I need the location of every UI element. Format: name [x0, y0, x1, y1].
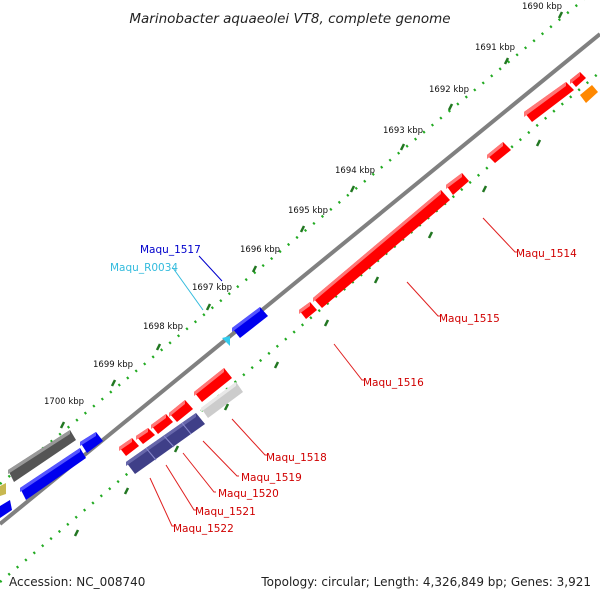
tick-label: 1700 kbp — [44, 397, 84, 407]
forward-genes — [119, 72, 598, 474]
gene-maqu-1514-top — [524, 82, 566, 117]
gene-maqu-1516[interactable] — [299, 302, 317, 319]
gene-arrow[interactable] — [119, 438, 139, 456]
tick-label: 1692 kbp — [429, 85, 469, 95]
leader-lines — [149, 217, 517, 527]
tick-label: 1694 kbp — [335, 166, 375, 176]
reverse-genes — [0, 307, 268, 518]
label-maqu-1521[interactable]: Maqu_1521 — [195, 506, 256, 518]
gene-maqu-1515[interactable] — [313, 190, 450, 308]
label-maqu-1516[interactable]: Maqu_1516 — [363, 377, 424, 389]
inner-tick-ring — [0, 71, 600, 583]
gene-arrow-top — [151, 414, 166, 429]
gene-divider — [163, 435, 175, 448]
gene-arrow[interactable] — [570, 72, 586, 87]
tick-label: 1695 kbp — [288, 206, 328, 216]
gene-arrow[interactable] — [194, 368, 232, 402]
tick-label: 1697 kbp — [192, 283, 232, 293]
gene-grey-top — [8, 430, 70, 474]
gene-arrow-top — [169, 400, 185, 417]
gene-blue-top — [20, 448, 80, 492]
gene-arrow[interactable] — [169, 400, 193, 422]
accession-text: Accession: NC_008740 — [9, 575, 145, 589]
gene-maqu-1516-top — [299, 302, 310, 314]
gene-blue-edge[interactable] — [0, 500, 12, 518]
tick-label: 1698 kbp — [143, 322, 183, 332]
label-maqu-1514[interactable]: Maqu_1514 — [516, 248, 577, 260]
gene-maqu-1514[interactable] — [524, 82, 574, 122]
genome-summary-text: Topology: circular; Length: 4,326,849 bp… — [260, 575, 591, 589]
gene-maqu-1518-top — [201, 382, 236, 412]
gene-arrow-top — [194, 368, 224, 396]
gene-divider — [145, 447, 157, 461]
tick-label: 1699 kbp — [93, 360, 133, 370]
gene-olive[interactable] — [0, 483, 6, 496]
gene-maqu-r0034[interactable] — [222, 336, 230, 346]
gene-arrow-top — [570, 72, 580, 84]
gene-orange[interactable] — [580, 85, 598, 103]
tick-label: 1690 kbp — [522, 2, 562, 12]
gene-arrow-top — [119, 438, 132, 451]
label-maqu-1515[interactable]: Maqu_1515 — [439, 313, 500, 325]
gene-arrow[interactable] — [151, 414, 173, 434]
gene-maqu-1515-top — [313, 190, 441, 302]
gene-arrow-top — [487, 142, 503, 159]
tick-label: 1693 kbp — [383, 126, 423, 136]
label-maqu-1520[interactable]: Maqu_1520 — [218, 488, 279, 500]
gene-arrow-top — [80, 432, 96, 446]
tick-label: 1696 kbp — [240, 245, 280, 255]
gene-arrow[interactable] — [446, 173, 469, 195]
label-maqu-r0034[interactable]: Maqu_R0034 — [110, 262, 178, 274]
gene-navy-top — [126, 413, 196, 466]
gene-grey[interactable] — [8, 430, 76, 482]
gene-divider — [181, 422, 192, 435]
gene-maqu-1518[interactable] — [201, 382, 243, 418]
map-title: Marinobacter aquaeolei VT8, complete gen… — [129, 11, 450, 27]
gene-maqu-1517-top — [232, 307, 260, 332]
label-maqu-1518[interactable]: Maqu_1518 — [266, 452, 327, 464]
gene-blue[interactable] — [20, 448, 86, 500]
outer-tick-ring — [0, 0, 586, 485]
gene-arrow[interactable] — [80, 432, 103, 453]
gene-maqu-1519-1522[interactable] — [126, 413, 205, 474]
gene-arrow-top — [446, 173, 462, 189]
gene-maqu-1517[interactable] — [232, 307, 268, 338]
gene-arrow-top — [136, 428, 148, 440]
label-maqu-1522[interactable]: Maqu_1522 — [173, 523, 234, 535]
label-maqu-1517[interactable]: Maqu_1517 — [140, 244, 201, 256]
gene-arrow[interactable] — [136, 428, 155, 444]
gene-arrow[interactable] — [487, 142, 511, 163]
label-maqu-1519[interactable]: Maqu_1519 — [241, 472, 302, 484]
inner-major-ticks — [73, 139, 542, 537]
outer-major-ticks — [59, 11, 564, 429]
tick-label: 1691 kbp — [475, 43, 515, 53]
